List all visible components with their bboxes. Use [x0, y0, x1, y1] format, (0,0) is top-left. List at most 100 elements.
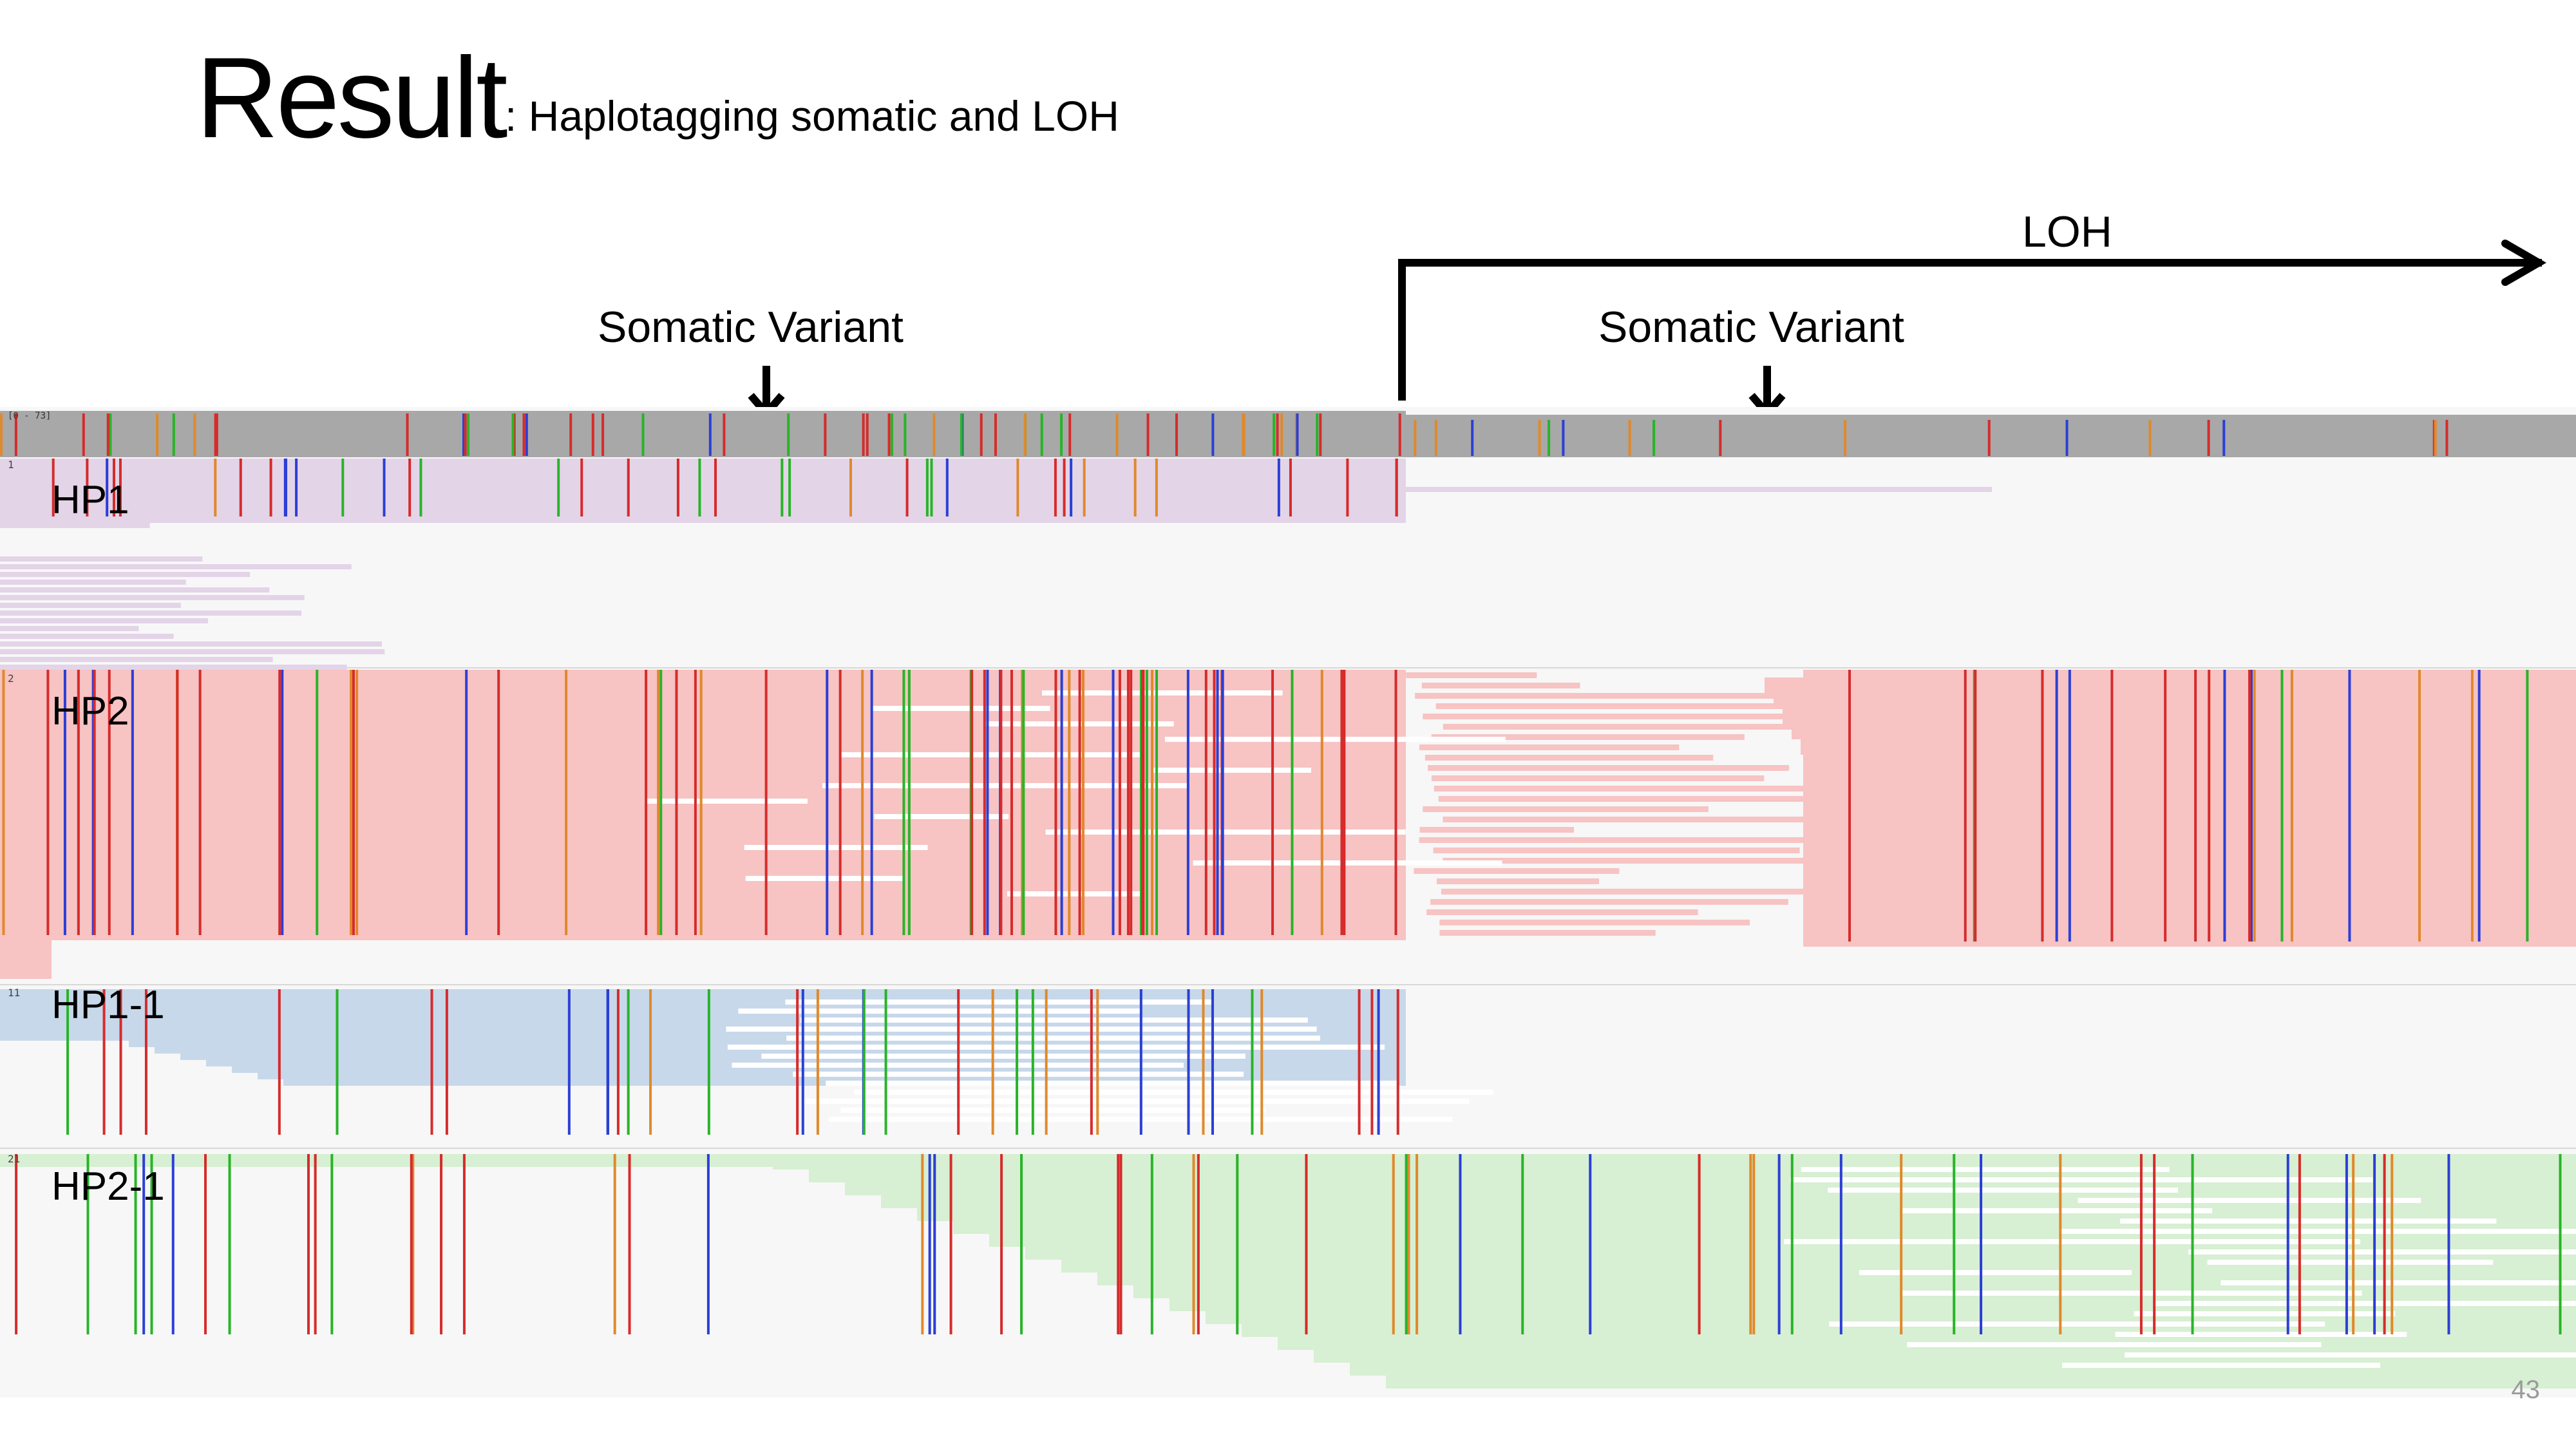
- hp2-1-mismatch: [1305, 1154, 1308, 1334]
- coverage-mismatch: [862, 413, 865, 456]
- hp1-1-mismatch: [606, 989, 609, 1135]
- hp2-mismatch: [63, 670, 66, 935]
- coverage-mismatch: [1211, 413, 1215, 456]
- coverage-mismatch: [866, 413, 869, 456]
- hp2-1-mismatch: [1749, 1154, 1752, 1334]
- hp2-mismatch: [1126, 670, 1130, 935]
- coverage-mismatch: [1398, 413, 1401, 456]
- hp2-mismatch: [316, 670, 319, 935]
- hp1-read: [0, 626, 139, 631]
- hp2-1-gap: [1900, 1208, 2213, 1213]
- track-label-hp2-1: HP2-1: [52, 1164, 165, 1209]
- hp1-1-mismatch: [144, 989, 147, 1135]
- hp2-mismatch: [1271, 670, 1274, 935]
- hp2-mismatch: [2110, 670, 2114, 942]
- coverage-mismatch: [525, 413, 528, 456]
- coverage-mismatch: [406, 413, 409, 456]
- hp2-read: [1419, 837, 1832, 843]
- hp1-1-mismatch: [119, 989, 122, 1135]
- hp1-mismatch: [676, 459, 679, 516]
- hp2-1-mismatch: [2383, 1154, 2386, 1334]
- hp2-read: [1426, 909, 1698, 915]
- hp2-read: [1882, 878, 1920, 894]
- hp1-read: [0, 484, 207, 489]
- coverage-mismatch: [1719, 420, 1722, 456]
- hp2-1-mismatch: [2153, 1154, 2156, 1334]
- hp2-1-mismatch: [921, 1154, 924, 1334]
- igv-track-panel[interactable]: [0, 407, 2576, 1397]
- hp2-1-mismatch: [1777, 1154, 1781, 1334]
- coverage-mismatch: [569, 413, 573, 456]
- hp2-read: [1828, 786, 1866, 801]
- hp2-mismatch: [699, 670, 703, 935]
- hp2-1-mismatch: [1459, 1154, 1462, 1334]
- hp2-1-gap: [2059, 1229, 2576, 1234]
- hp2-mismatch: [1204, 670, 1208, 935]
- coverage-mismatch: [723, 413, 726, 456]
- hp2-read: [1423, 714, 1827, 719]
- coverage-mismatch: [1844, 420, 1847, 456]
- hp1-mismatch: [1155, 459, 1158, 516]
- hp1-1-mismatch: [801, 989, 804, 1135]
- hp2-1-mismatch: [1000, 1154, 1003, 1334]
- track-index-hp1: 1: [8, 459, 14, 471]
- hp2-read: [1433, 848, 1800, 853]
- coverage-mismatch: [591, 413, 594, 456]
- hp1-mismatch: [849, 459, 852, 516]
- hp1-read: [0, 477, 314, 482]
- hp1-1-mismatch: [884, 989, 887, 1135]
- hp1-1-mismatch: [707, 989, 710, 1135]
- hp2-1-gap: [2120, 1218, 2497, 1224]
- hp2-read: [1421, 683, 1580, 688]
- coverage-mismatch: [1434, 420, 1437, 456]
- hp1-1-mismatch: [1090, 989, 1093, 1135]
- hp2-gap: [822, 783, 1189, 788]
- hp1-mismatch: [1289, 459, 1292, 516]
- hp1-1-gap: [738, 1009, 1142, 1014]
- hp1-mismatch: [1277, 459, 1280, 516]
- hp2-1-gap: [2188, 1249, 2576, 1255]
- page-number: 43: [2511, 1376, 2541, 1404]
- hp2-read: [1443, 817, 1886, 822]
- hp1-read: [0, 641, 383, 647]
- hp1-1-mismatch: [1045, 989, 1048, 1135]
- hp2-mismatch: [1151, 670, 1154, 935]
- hp2-gap: [745, 876, 905, 881]
- coverage-mismatch: [1987, 420, 1991, 456]
- hp2-1-mismatch: [2139, 1154, 2143, 1334]
- hp2-mismatch: [2526, 670, 2529, 942]
- hp2-mismatch: [93, 670, 96, 935]
- hp1-read: [0, 572, 251, 577]
- hp2-1-mismatch: [228, 1154, 231, 1334]
- hp1-mismatch: [714, 459, 717, 516]
- hp2-1-gap: [2061, 1363, 2381, 1368]
- hp2-mismatch: [1010, 670, 1013, 935]
- hp2-1-mismatch: [1020, 1154, 1023, 1334]
- hp1-mismatch: [106, 459, 109, 516]
- hp2-1-mismatch: [1752, 1154, 1756, 1334]
- hp2-1-mismatch: [2373, 1154, 2376, 1334]
- hp1-1-gap: [800, 1018, 1308, 1023]
- hp2-read: [1846, 817, 1884, 832]
- hp2-read: [1855, 832, 1893, 848]
- hp2-mismatch: [1078, 670, 1081, 935]
- coverage-mismatch: [172, 413, 175, 456]
- hp2-mismatch: [1060, 670, 1063, 935]
- hp2-1-gap: [2154, 1301, 2576, 1306]
- hp2-mismatch: [2068, 670, 2071, 942]
- hp2-mismatch: [1340, 670, 1343, 935]
- coverage-mismatch: [960, 413, 963, 456]
- hp2-mismatch: [2055, 670, 2058, 942]
- hp2-read: [1873, 863, 1911, 878]
- hp2-mismatch: [1112, 670, 1115, 935]
- hp1-1-mismatch: [1396, 989, 1399, 1135]
- hp2-read: [1431, 775, 1765, 781]
- hp2-1-mismatch: [330, 1154, 334, 1334]
- hp2-1-mismatch: [204, 1154, 207, 1334]
- coverage-mismatch: [82, 413, 85, 456]
- hp2-1-mismatch: [15, 1154, 18, 1334]
- hp2-1-mismatch: [86, 1154, 90, 1334]
- hp1-mismatch: [52, 459, 55, 516]
- hp2-mismatch: [1142, 670, 1145, 935]
- hp2-1-mismatch: [628, 1154, 631, 1334]
